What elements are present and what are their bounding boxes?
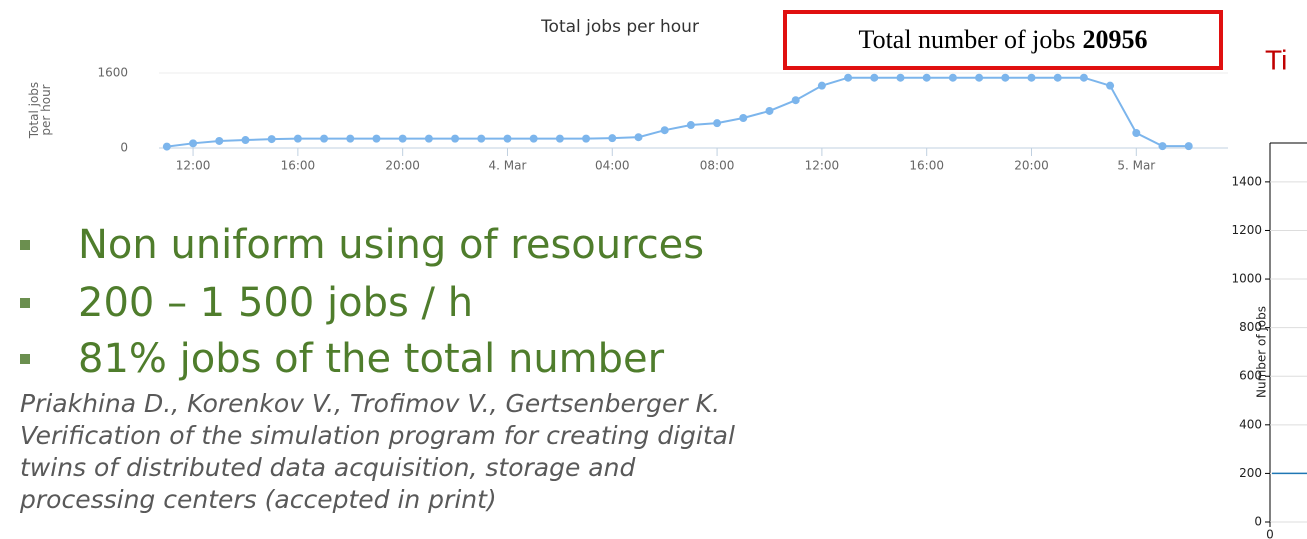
point (739, 114, 748, 122)
point (634, 133, 643, 142)
x-tick-label: 0 (1266, 528, 1274, 539)
bullet-text: 81% jobs of the total number (78, 336, 665, 382)
point (1106, 81, 1115, 90)
point (948, 73, 957, 82)
x-tick-label: 04:00 (595, 159, 630, 173)
point (660, 126, 669, 135)
point (503, 134, 512, 143)
citation-line: Priakhina D., Korenkov V., Trofimov V., … (20, 389, 720, 418)
point (1132, 129, 1141, 137)
chart-title: Ti (1265, 44, 1287, 75)
point (293, 134, 302, 143)
y-axis-label: Number of jobs (1255, 306, 1269, 398)
bullet: 81% jobs of the total number (20, 336, 664, 382)
point (1053, 73, 1062, 82)
y-tick-label: 1000 (1231, 272, 1262, 286)
point (189, 139, 198, 148)
x-tick-label: 20:00 (385, 159, 420, 173)
point (372, 134, 381, 143)
x-tick-label: 20:00 (1014, 159, 1049, 173)
point (765, 106, 774, 115)
point (162, 142, 171, 151)
point (424, 134, 433, 143)
y-tick-label: 1200 (1231, 223, 1262, 237)
y-tick-label: 800 (1239, 320, 1262, 334)
y-axis-label: Total jobs per hour (27, 81, 53, 139)
annotation-label: Total number of jobs (858, 25, 1076, 54)
point (1079, 73, 1088, 82)
point (1001, 73, 1010, 82)
point (713, 119, 722, 128)
point (215, 136, 224, 145)
y-tick-label: 400 (1239, 417, 1262, 431)
citation-line: twins of distributed data acquisition, s… (20, 453, 636, 482)
point (1027, 73, 1036, 82)
y-tick-label: 1400 (1231, 174, 1262, 188)
x-tick-label: 16:00 (909, 159, 944, 173)
point (398, 134, 407, 143)
point (555, 134, 564, 143)
bullet-text: 200 – 1 500 jobs / h (78, 280, 474, 326)
chart-title: Total jobs per hour (540, 17, 699, 37)
bullet: Non uniform using of resources (20, 222, 704, 268)
bullet-text: Non uniform using of resources (78, 222, 705, 268)
point (529, 134, 538, 143)
point (922, 73, 931, 82)
point (870, 73, 879, 82)
x-tick-label: 12:00 (176, 159, 211, 173)
point (844, 73, 853, 82)
point (320, 134, 329, 143)
x-tick-label: 16:00 (281, 159, 316, 173)
y-tick-label: 200 (1239, 466, 1262, 480)
bullet: 200 – 1 500 jobs / h (20, 280, 473, 326)
point (241, 136, 250, 145)
y-tick-label: 0 (120, 141, 128, 155)
y-tick-label: 600 (1239, 369, 1262, 383)
line (166, 76, 1189, 148)
annotation-value: 20956 (1082, 25, 1148, 54)
point (1158, 142, 1167, 151)
point (346, 134, 355, 143)
x-tick-label: 4. Mar (489, 159, 527, 173)
citation-line: Verification of the simulation program f… (20, 421, 735, 450)
point (608, 134, 617, 143)
point (896, 73, 905, 82)
citation-line: processing centers (accepted in print) (20, 485, 497, 514)
y-tick-label: 1600 (97, 66, 128, 80)
point (817, 81, 826, 90)
x-tick-label: 08:00 (700, 159, 735, 173)
annotation-box: Total number of jobs 20956 (783, 10, 1223, 70)
x-tick-label: 5. Mar (1117, 159, 1155, 173)
y-tick-label: 0 (1254, 515, 1262, 529)
point (451, 134, 460, 143)
point (582, 134, 591, 143)
point (975, 73, 984, 82)
point (267, 135, 276, 144)
point (1184, 142, 1193, 151)
point (477, 134, 486, 143)
x-tick-label: 12:00 (805, 159, 840, 173)
point (686, 121, 695, 130)
point (791, 96, 800, 105)
